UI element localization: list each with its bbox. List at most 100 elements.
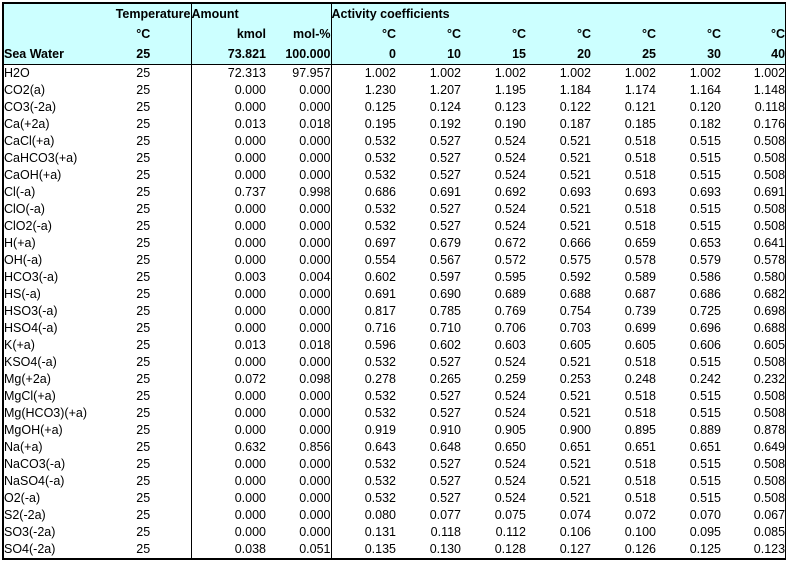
activity-coefficient-cell: 0.532 (364, 219, 396, 234)
activity-coefficient-cell: 0.118 (430, 525, 461, 540)
species-cell: K(+a) (4, 338, 35, 353)
species-cell: Cl(-a) (4, 185, 36, 200)
table-row: O2(-a) 25 0.000 0.000 0.532 0.527 0.524 0.521 0.… (3, 490, 786, 507)
activity-coefficient-cell: 0.195 (364, 117, 396, 132)
activity-coefficient-cell: 0.524 (494, 355, 526, 370)
activity-coefficient-cell: 0.121 (624, 100, 656, 115)
activity-coefficient-cell: 0.125 (689, 542, 721, 557)
temperature-cell: 25 (96, 286, 192, 303)
activity-coefficient-cell: 0.135 (364, 542, 396, 557)
activity-coefficient-cell: 1.002 (559, 66, 591, 81)
table-row: NaSO4(-a) 25 0.000 0.000 0.532 0.527 0.524 0.52… (3, 473, 786, 490)
activity-coefficient-cell: 0.508 (753, 151, 786, 166)
activity-coefficient-cell: 0.176 (753, 117, 786, 132)
activity-coefficient-cell: 1.174 (624, 83, 656, 98)
activity-coefficient-cell: 0.878 (753, 423, 786, 438)
molpct-cell: 0.000 (266, 524, 332, 541)
activity-coefficient-cell: 0.586 (689, 270, 721, 285)
activity-coefficient-cell: 1.148 (753, 83, 786, 98)
table-row: KSO4(-a) 25 0.000 0.000 0.532 0.527 0.524 0.521… (3, 354, 786, 371)
kmol-cell: 0.000 (234, 508, 266, 523)
temperature-cell: 25 (96, 82, 192, 99)
temperature-cell: 25 (96, 150, 192, 167)
activity-coefficient-cell: 0.232 (753, 372, 786, 387)
activity-temp-column-header: 25 (591, 44, 656, 65)
activity-temp-column-header: 30 (656, 44, 721, 65)
temperature-cell: 25 (96, 218, 192, 235)
activity-coefficient-cell: 0.130 (429, 542, 461, 557)
activity-coefficient-cell: 0.578 (624, 253, 656, 268)
activity-coefficient-cell: 0.521 (559, 219, 591, 234)
table-row: MgCl(+a) 25 0.000 0.000 0.532 0.527 0.524 0.521… (3, 388, 786, 405)
molpct-cell: 0.000 (266, 167, 332, 184)
stream-molpct-value: 100.000 (266, 44, 332, 65)
activity-coefficient-cell: 0.182 (689, 117, 721, 132)
molpct-cell: 97.957 (266, 64, 332, 82)
stream-temperature-value: 25 (96, 44, 192, 65)
activity-coefficient-cell: 0.508 (753, 474, 786, 489)
table-row: K(+a) 25 0.013 0.018 0.596 0.602 0.603 0.605 0.6… (3, 337, 786, 354)
activity-coefficient-cell: 0.518 (624, 406, 656, 421)
molpct-cell: 0.000 (266, 218, 332, 235)
activity-temp-column-header: 10 (396, 44, 461, 65)
activity-coefficient-cell: 0.122 (559, 100, 591, 115)
kmol-cell: 0.000 (234, 321, 266, 336)
activity-coefficient-cell: 0.602 (429, 338, 461, 353)
temperature-cell: 25 (96, 201, 192, 218)
activity-coefficient-cell: 0.521 (559, 474, 591, 489)
table-row: CO2(a) 25 0.000 0.000 1.230 1.207 1.195 1.184 1.… (3, 82, 786, 99)
amount-group-label: Amount (191, 3, 332, 24)
activity-coefficient-cell: 0.692 (494, 185, 526, 200)
activity-coefficient-cell: 0.693 (689, 185, 721, 200)
kmol-cell: 0.000 (234, 151, 266, 166)
activity-coefficient-cell: 0.651 (559, 440, 591, 455)
activity-coefficient-cell: 0.524 (494, 406, 526, 421)
species-cell: OH(-a) (4, 253, 43, 268)
activity-coefficient-cell: 0.651 (689, 440, 721, 455)
activity-unit-label: °C (331, 24, 396, 44)
species-cell: Mg(+2a) (4, 372, 51, 387)
activity-coefficient-cell: 0.126 (624, 542, 656, 557)
activity-coefficient-cell: 0.649 (753, 440, 786, 455)
activity-coefficient-cell: 0.769 (494, 304, 526, 319)
activity-coefficient-cell: 0.696 (689, 321, 721, 336)
header-stream-row: Sea Water 25 73.821 100.000 0 10 15 20 2… (3, 44, 786, 65)
table-row: Cl(-a) 25 0.737 0.998 0.686 0.691 0.692 0.693 0.… (3, 184, 786, 201)
kmol-cell: 0.000 (234, 134, 266, 149)
temperature-group-label: Temperature (96, 3, 192, 24)
activity-coefficient-cell: 0.527 (429, 202, 461, 217)
activity-coefficient-cell: 0.131 (364, 525, 396, 540)
activity-coefficient-cell: 0.118 (754, 100, 786, 115)
activity-coefficient-cell: 0.703 (559, 321, 591, 336)
activity-coefficient-cell: 0.518 (624, 219, 656, 234)
activity-coefficient-cell: 0.524 (494, 491, 526, 506)
activity-coefficient-cell: 0.648 (429, 440, 461, 455)
activity-coefficient-cell: 0.508 (753, 134, 786, 149)
kmol-cell: 0.013 (234, 117, 266, 132)
kmol-cell: 0.000 (234, 525, 266, 540)
activity-coefficient-cell: 0.518 (624, 491, 656, 506)
activity-temp-column-header: 15 (461, 44, 526, 65)
kmol-cell: 72.313 (227, 66, 266, 81)
activity-coefficient-cell: 0.248 (624, 372, 656, 387)
activity-coefficient-cell: 0.589 (624, 270, 656, 285)
activity-coefficient-cell: 0.527 (429, 355, 461, 370)
kmol-cell: 0.072 (234, 372, 266, 387)
temperature-cell: 25 (96, 99, 192, 116)
species-cell: ClO(-a) (4, 202, 45, 217)
activity-coefficient-cell: 0.691 (429, 185, 461, 200)
kmol-cell: 0.038 (234, 542, 266, 557)
kmol-cell: 0.013 (234, 338, 266, 353)
temperature-cell: 25 (96, 490, 192, 507)
kmol-cell: 0.000 (234, 423, 266, 438)
activity-unit-label: °C (461, 24, 526, 44)
activity-coefficient-cell: 0.080 (364, 508, 396, 523)
activity-coefficient-cell: 0.524 (494, 457, 526, 472)
activity-coefficient-cell: 0.518 (624, 151, 656, 166)
activity-coefficient-cell: 0.524 (494, 202, 526, 217)
activity-coefficient-cell: 0.521 (559, 389, 591, 404)
species-cell: Ca(+2a) (4, 117, 50, 132)
activity-coefficient-cell: 0.124 (429, 100, 461, 115)
molpct-cell: 0.000 (266, 82, 332, 99)
